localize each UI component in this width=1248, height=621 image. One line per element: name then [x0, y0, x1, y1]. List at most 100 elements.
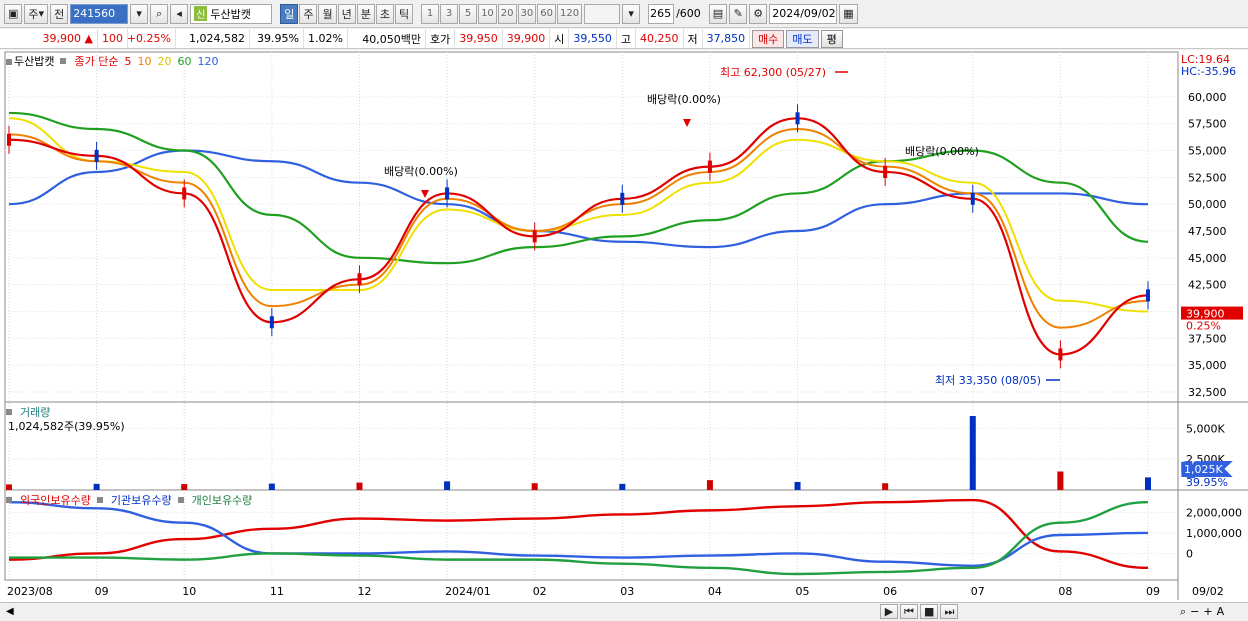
zoom-icon[interactable]: ⌕	[1180, 605, 1187, 618]
y-tick-label: 45,000	[1188, 252, 1227, 265]
ma-label: 종가 단순	[74, 55, 119, 68]
volume-bar	[706, 480, 713, 490]
y-tick-label: 57,500	[1188, 118, 1227, 131]
code-input[interactable]: 241560	[70, 3, 129, 24]
x-tick-label: 11	[270, 585, 284, 598]
foreign-label: 외국인보유수량	[20, 494, 91, 507]
interval-tab-120[interactable]: 120	[557, 3, 583, 24]
x-tick-label: 07	[971, 585, 985, 598]
holdings-line-0	[8, 498, 1149, 570]
volume-current-pct: 39.95%	[1186, 476, 1228, 489]
quote-volume: 1,024,582	[176, 29, 250, 48]
period-tab-6[interactable]: 틱	[394, 3, 414, 24]
window-icon[interactable]: ▣	[4, 3, 23, 24]
rewind-icon[interactable]: ⏮	[900, 604, 918, 619]
x-tick-label: 12	[357, 585, 371, 598]
ma120-label: 120	[197, 54, 219, 68]
volume-bar	[1145, 477, 1151, 490]
x-tick-label: 09	[1146, 585, 1160, 598]
date-value: 2024/09/02	[772, 7, 836, 20]
period-tab-0[interactable]: 일	[280, 3, 299, 24]
forward-icon[interactable]: ⏭	[940, 604, 959, 619]
period-tab-4[interactable]: 분	[356, 3, 375, 24]
ma10-label: 10	[137, 54, 152, 68]
quote-price: 39,900 ▲	[0, 29, 98, 48]
quote-high-label: 고	[617, 29, 636, 48]
quote-change-pct: +0.25%	[127, 29, 176, 48]
interval-tab-10[interactable]: 10	[478, 3, 497, 24]
eval-button[interactable]: 평	[820, 29, 843, 48]
candle-body	[357, 273, 362, 286]
candle-icon[interactable]: ▤	[708, 3, 728, 24]
chart-svg[interactable]: 2023/08 09 10 11 12 2024/01 02 03 04 05 06 07 08 09 09…	[0, 50, 1248, 602]
stock-name-field[interactable]: 신 두산밥캣	[190, 3, 273, 24]
stop-icon[interactable]: ■	[920, 604, 939, 619]
font-icon[interactable]: A	[1216, 605, 1225, 618]
current-price-box	[1181, 306, 1243, 320]
date-input[interactable]: 2024/09/02	[769, 3, 838, 24]
candle-body	[620, 192, 625, 205]
candle-body	[970, 192, 975, 205]
period-tab-3[interactable]: 년	[337, 3, 356, 24]
play-icon[interactable]: ▶	[880, 604, 898, 619]
volume-bar	[356, 482, 363, 490]
quote-high: 40,250	[636, 29, 684, 48]
quote-bid-label: 호가	[426, 29, 456, 48]
period-tab-5[interactable]: 초	[375, 3, 394, 24]
quote-low-label: 저	[684, 29, 703, 48]
y-tick-label: 50,000	[1188, 198, 1227, 211]
candle-body	[94, 149, 99, 162]
x-tick-label: 03	[620, 585, 634, 598]
type-select[interactable]: 주 ▾	[24, 3, 49, 24]
settings-icon[interactable]: ⚙	[749, 3, 768, 24]
search-icon[interactable]: ⌕	[150, 3, 169, 24]
candle-body	[883, 165, 888, 178]
candle-body	[1146, 289, 1150, 302]
chart-area[interactable]: 2023/08 09 10 11 12 2024/01 02 03 04 05 06 07 08 09 09…	[0, 50, 1248, 621]
x-tick-label: 10	[182, 585, 196, 598]
interval-tab-3[interactable]: 3	[440, 3, 459, 24]
price-legend: 두산밥캣 종가 단순 5 10 20 60 120	[6, 53, 218, 69]
period-tab-1[interactable]: 주	[299, 3, 318, 24]
interval-input[interactable]	[584, 3, 621, 24]
quote-open-label: 시	[550, 29, 570, 48]
quote-ask: 39,900	[503, 29, 551, 48]
scroll-left-icon[interactable]: ◀	[6, 606, 14, 617]
holdings-tick-label: 0	[1186, 547, 1193, 560]
interval-dropdown-icon[interactable]: ▾	[622, 3, 641, 24]
speaker-icon[interactable]: ◂	[170, 3, 189, 24]
ma-line-3	[8, 111, 1149, 265]
y-tick-label: 32,500	[1188, 386, 1227, 399]
interval-tab-20[interactable]: 20	[497, 3, 517, 24]
interval-tab-5[interactable]: 5	[459, 3, 478, 24]
y-tick-label: 42,500	[1188, 279, 1227, 292]
x-tick-label: 02	[533, 585, 547, 598]
period-tab-2[interactable]: 월	[318, 3, 337, 24]
calendar-icon[interactable]: ▦	[839, 3, 858, 24]
zoom-out-icon[interactable]: −	[1190, 605, 1200, 618]
scroll-bar[interactable]: ◀ ▶ ⏮ ■ ⏭ ⌕ − + A	[0, 602, 1248, 621]
quote-vol-ratio: 39.95%	[250, 29, 304, 48]
quote-change: 100	[98, 29, 128, 48]
candle-body	[795, 112, 800, 125]
y-tick-label: 55,000	[1188, 145, 1227, 158]
institution-label: 기관보유수량	[110, 494, 172, 507]
interval-tab-30[interactable]: 30	[517, 3, 537, 24]
lc-label: LC:19.64	[1181, 53, 1230, 66]
count-max: /600	[676, 7, 701, 20]
zoom-in-icon[interactable]: +	[1203, 605, 1213, 618]
x-tick-label: 2024/01	[445, 585, 491, 598]
interval-tab-60[interactable]: 60	[537, 3, 556, 24]
code-dropdown-icon[interactable]: ▾	[130, 3, 149, 24]
x-right-label: 09/02	[1192, 585, 1224, 598]
interval-tab-1[interactable]: 1	[421, 3, 440, 24]
sell-button[interactable]: 매도	[786, 29, 819, 48]
stock-name: 두산밥캣	[210, 7, 251, 21]
count-input[interactable]: 265	[648, 3, 675, 24]
high-annotation: 최고 62,300 (05/27)	[720, 66, 826, 79]
buy-button[interactable]: 매수	[752, 29, 785, 48]
prev-button[interactable]: 전	[50, 3, 69, 24]
volume-bar	[619, 483, 626, 490]
draw-icon[interactable]: ✎	[729, 3, 748, 24]
